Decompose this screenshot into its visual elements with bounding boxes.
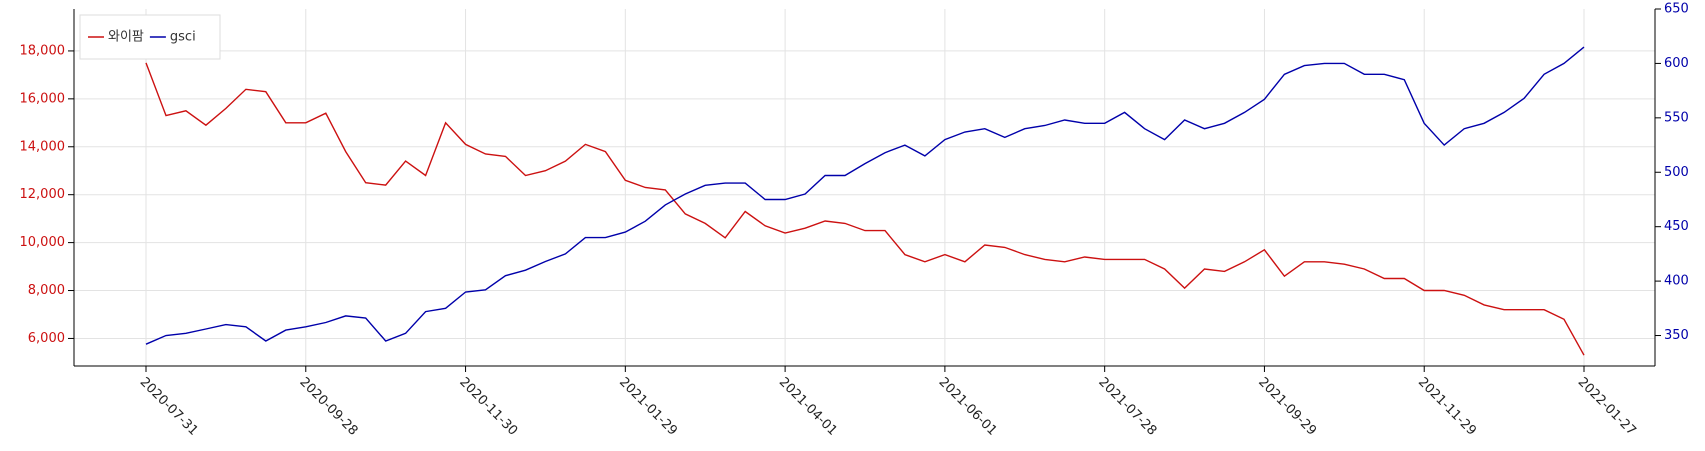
y-tick-label: 18,000 [20, 43, 66, 58]
x-tick-label: 2021-06-01 [936, 375, 1000, 439]
y2-tick-label: 650 [1664, 2, 1689, 17]
y2-tick-label: 550 [1664, 110, 1689, 125]
y-tick-label: 12,000 [20, 187, 66, 202]
y2-tick-label: 600 [1664, 56, 1689, 71]
x-tick-label: 2020-09-28 [296, 375, 360, 439]
y-tick-label: 14,000 [20, 139, 66, 154]
y2-tick-label: 450 [1664, 219, 1689, 234]
x-tick-label: 2021-01-29 [616, 375, 680, 439]
x-tick-label: 2020-11-30 [456, 375, 520, 439]
y-tick-label: 6,000 [28, 331, 65, 346]
x-tick-label: 2022-01-27 [1575, 375, 1639, 439]
x-tick-label: 2021-11-29 [1415, 375, 1479, 439]
x-tick-label: 2020-07-31 [137, 375, 201, 439]
y-tick-label: 8,000 [28, 283, 65, 298]
y-tick-label: 10,000 [20, 235, 66, 250]
y2-tick-label: 500 [1664, 165, 1689, 180]
legend-label: gsci [170, 30, 196, 45]
series-line [145, 46, 1585, 345]
y2-tick-label: 400 [1664, 274, 1689, 289]
x-tick-label: 2021-04-01 [776, 375, 840, 439]
legend: 와이팜 gsci [79, 14, 221, 60]
series-line [145, 62, 1585, 356]
legend-label: 와이팜 [108, 30, 144, 45]
x-tick-label: 2021-09-29 [1255, 375, 1319, 439]
x-tick-label: 2021-07-28 [1095, 375, 1159, 439]
y-tick-label: 16,000 [20, 91, 66, 106]
y2-tick-label: 350 [1664, 328, 1689, 343]
